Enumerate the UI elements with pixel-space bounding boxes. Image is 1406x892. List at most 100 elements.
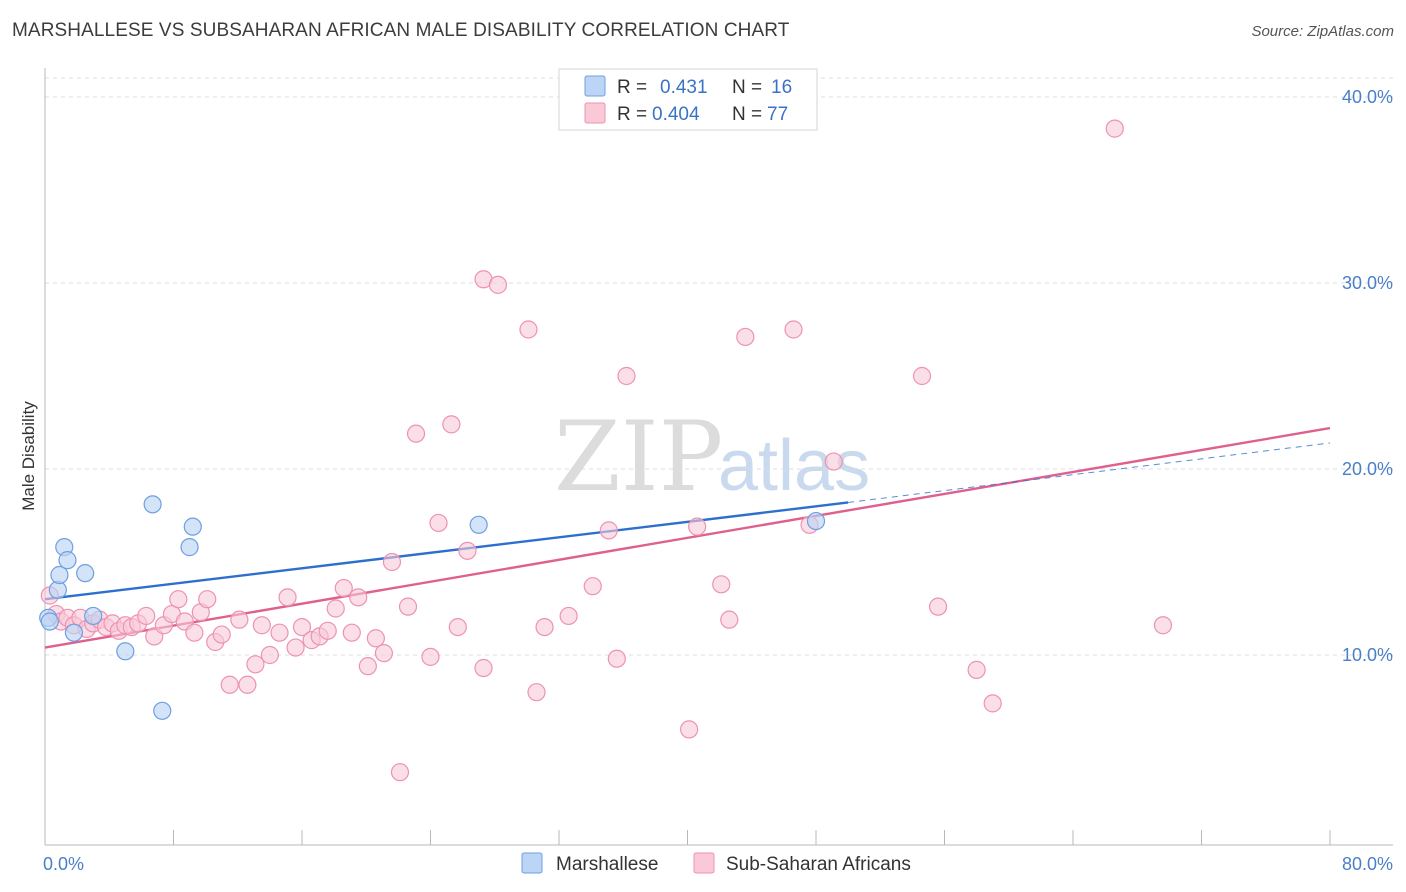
data-point-subsaharan — [406, 424, 426, 443]
data-point-subsaharan — [599, 521, 618, 540]
data-point-subsaharan — [342, 623, 361, 642]
data-point-subsaharan — [1105, 119, 1124, 138]
data-point-subsaharan — [488, 275, 508, 294]
trendline-marshallese — [44, 501, 849, 601]
data-point-marshallese — [76, 564, 95, 583]
data-point-subsaharan — [928, 597, 948, 616]
data-point-subsaharan — [349, 588, 368, 607]
data-point-marshallese — [143, 495, 162, 514]
data-point-subsaharan — [246, 655, 265, 674]
data-point-subsaharan — [784, 320, 803, 339]
x-tick-label-min: 0.0% — [43, 854, 84, 874]
data-point-subsaharan — [912, 366, 932, 386]
data-point-subsaharan — [617, 366, 636, 386]
data-point-subsaharan — [390, 763, 410, 782]
data-point-marshallese — [50, 565, 69, 585]
data-point-subsaharan — [185, 623, 204, 642]
x-axis-ticks — [44, 830, 1331, 845]
legend-n-value-marshallese: 16 — [771, 77, 792, 98]
data-point-subsaharan — [137, 606, 156, 626]
data-point-subsaharan — [535, 617, 554, 637]
data-point-subsaharan — [983, 694, 1002, 713]
data-point-subsaharan — [292, 617, 312, 637]
grid-lines — [45, 77, 1393, 656]
data-point-subsaharan — [366, 629, 385, 648]
data-point-subsaharan — [1153, 616, 1173, 635]
data-point-subsaharan — [421, 647, 440, 666]
trend-lines — [44, 426, 1331, 649]
data-point-subsaharan — [326, 599, 345, 618]
marshallese-points — [39, 495, 826, 720]
y-tick-label: 10.0% — [1342, 645, 1393, 665]
data-point-subsaharan — [967, 660, 986, 679]
data-point-subsaharan — [278, 588, 297, 607]
legend-swatch-marshallese — [584, 75, 606, 97]
y-tick-label: 30.0% — [1342, 273, 1393, 293]
bottom-legend-label-subsaharan: Sub-Saharan Africans — [726, 854, 911, 875]
data-point-subsaharan — [198, 590, 217, 609]
data-point-marshallese — [183, 517, 202, 536]
watermark-atlas: atlas — [718, 426, 870, 506]
data-point-subsaharan — [607, 649, 626, 668]
x-tick-label-max: 80.0% — [1342, 854, 1393, 874]
data-point-marshallese — [153, 701, 172, 720]
data-point-subsaharan — [680, 720, 699, 739]
data-point-marshallese — [180, 538, 199, 557]
data-point-subsaharan — [720, 610, 739, 629]
watermark-zip: ZIP — [554, 401, 723, 513]
source-label: Source: ZipAtlas.com — [1251, 23, 1394, 40]
data-point-subsaharan — [212, 625, 231, 644]
data-point-subsaharan — [334, 578, 353, 598]
y-axis-tick-labels: 10.0% 20.0% 30.0% 40.0% — [1342, 87, 1393, 665]
bottom-legend-swatch-subsaharan — [693, 852, 715, 874]
y-axis-label: Male Disability — [19, 401, 38, 511]
legend-n-label: N = — [732, 77, 762, 98]
data-point-subsaharan — [527, 683, 546, 702]
bottom-legend-swatch-marshallese — [521, 852, 543, 874]
legend-n-value-subsaharan: 77 — [767, 104, 788, 125]
data-point-subsaharan — [559, 606, 578, 626]
chart-title: MARSHALLESE VS SUBSAHARAN AFRICAN MALE D… — [12, 20, 790, 41]
legend-r-label: R = — [617, 77, 647, 98]
data-point-subsaharan — [270, 623, 289, 642]
data-point-subsaharan — [736, 327, 755, 347]
data-point-subsaharan — [286, 638, 305, 657]
data-point-subsaharan — [220, 675, 239, 694]
y-tick-label: 40.0% — [1342, 87, 1393, 107]
data-point-subsaharan — [583, 577, 602, 596]
y-tick-label: 20.0% — [1342, 459, 1393, 479]
data-point-marshallese — [806, 511, 826, 531]
legend: R = 0.431 N = 16 R = 0.404 N = 77 — [558, 68, 818, 131]
legend-n-label: N = — [732, 104, 762, 125]
data-point-subsaharan — [318, 621, 337, 640]
trendline-subsaharan — [44, 426, 1331, 649]
data-point-marshallese — [116, 642, 135, 661]
data-point-subsaharan — [442, 415, 461, 434]
legend-swatch-subsaharan — [584, 102, 606, 124]
subsaharan-points — [40, 119, 1173, 782]
data-point-subsaharan — [429, 513, 448, 533]
data-point-marshallese — [40, 612, 59, 631]
data-point-subsaharan — [448, 617, 467, 637]
trendline-marshallese-extension — [848, 442, 1331, 503]
data-point-subsaharan — [374, 644, 394, 663]
data-point-marshallese — [84, 606, 103, 626]
data-point-subsaharan — [458, 541, 477, 560]
data-point-subsaharan — [519, 320, 538, 339]
bottom-legend-label-marshallese: Marshallese — [556, 854, 658, 875]
data-point-subsaharan — [358, 657, 377, 676]
data-point-subsaharan — [252, 616, 271, 635]
data-point-subsaharan — [169, 590, 188, 609]
bottom-legend: Marshallese Sub-Saharan Africans — [521, 852, 911, 875]
data-point-subsaharan — [398, 597, 418, 616]
data-point-subsaharan — [474, 658, 493, 678]
data-point-subsaharan — [688, 517, 707, 536]
data-point-marshallese — [469, 515, 488, 534]
data-point-marshallese — [64, 623, 84, 642]
legend-r-value-marshallese: 0.431 — [660, 77, 708, 98]
data-point-subsaharan — [230, 610, 249, 629]
legend-r-label: R = — [617, 104, 647, 125]
data-point-marshallese — [58, 551, 77, 570]
data-point-subsaharan — [238, 675, 257, 694]
